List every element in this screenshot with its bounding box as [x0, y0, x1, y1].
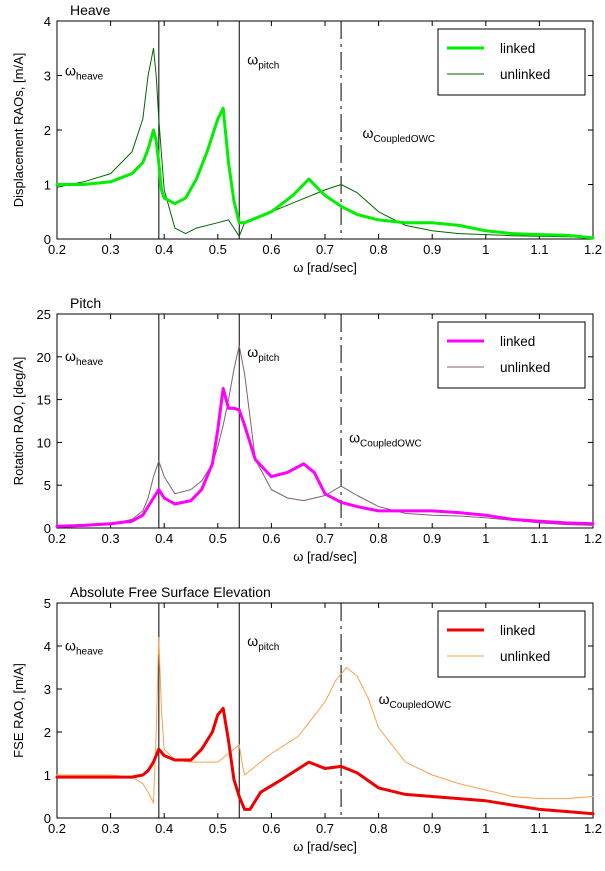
- y-tick-label: 0: [44, 811, 51, 826]
- y-tick-label: 25: [37, 307, 51, 322]
- chart-panel-1: 0.2 0.3 0.4 0.5 0.6 0.7 0.8 0.9 1 1.1 1.2 0 1 2 3 4 Heav…: [11, 2, 602, 275]
- x-tick-label: 1.2: [584, 242, 602, 257]
- x-tick-label: 0.4: [155, 821, 173, 836]
- x-tick-label: 0.2: [48, 821, 66, 836]
- legend-label-linked: linked: [500, 623, 535, 638]
- y-tick-label: 0: [44, 232, 51, 247]
- x-tick-label: 1.1: [530, 821, 548, 836]
- legend: linked unlinked: [437, 28, 586, 96]
- x-tick-label: 0.4: [155, 242, 173, 257]
- legend-box: [437, 321, 586, 389]
- x-axis-label: ω [rad/sec]: [293, 839, 357, 854]
- y-tick-label: 0: [44, 521, 51, 536]
- chart-panel-3: 0.2 0.3 0.4 0.5 0.6 0.7 0.8 0.9 1 1.1 1.2 0 1 2 3 4 5 Abs…: [11, 584, 602, 854]
- y-axis-label: Rotation RAO, [deg/A]: [11, 357, 26, 486]
- x-tick-label: 0.3: [102, 531, 120, 546]
- legend-label-linked: linked: [500, 41, 535, 56]
- x-tick-label: 0.2: [48, 242, 66, 257]
- omega-annotation: ωCoupledOWC: [349, 429, 422, 449]
- x-tick-label: 0.7: [316, 242, 334, 257]
- y-tick-label: 3: [44, 682, 51, 697]
- x-tick-label: 0.5: [209, 821, 227, 836]
- series-line-linked: [55, 387, 595, 528]
- x-tick-label: 1: [482, 242, 489, 257]
- y-tick-label: 4: [44, 14, 51, 29]
- legend: linked unlinked: [437, 610, 586, 678]
- chart-title: Pitch: [70, 295, 101, 311]
- x-tick-label: 0.4: [155, 531, 173, 546]
- omega-annotation: ωCoupledOWC: [363, 125, 436, 145]
- legend-box: [437, 28, 586, 96]
- y-tick-label: 2: [44, 123, 51, 138]
- x-tick-label: 0.3: [102, 821, 120, 836]
- legend-label-unlinked: unlinked: [500, 67, 550, 82]
- x-tick-label: 1: [482, 821, 489, 836]
- x-tick-label: 0.3: [102, 242, 120, 257]
- legend-label-unlinked: unlinked: [500, 360, 550, 375]
- y-tick-label: 4: [44, 639, 51, 654]
- legend-label-unlinked: unlinked: [500, 649, 550, 664]
- y-tick-label: 20: [37, 350, 51, 365]
- x-tick-label: 0.9: [423, 242, 441, 257]
- x-tick-label: 0.9: [423, 531, 441, 546]
- x-tick-label: 0.6: [262, 531, 280, 546]
- series-line-unlinked: [56, 636, 594, 804]
- series-line-unlinked: [56, 345, 594, 528]
- omega-annotation: ωCoupledOWC: [379, 691, 452, 711]
- x-axis-label: ω [rad/sec]: [293, 260, 357, 275]
- y-tick-label: 3: [44, 69, 51, 84]
- series-line-linked: [55, 706, 595, 816]
- x-tick-label: 0.7: [316, 821, 334, 836]
- chart-panel-2: 0.2 0.3 0.4 0.5 0.6 0.7 0.8 0.9 1 1.1 1.2 0 5 10 15 20 2…: [11, 295, 602, 564]
- chart-title: Absolute Free Surface Elevation: [70, 584, 271, 600]
- legend-label-linked: linked: [500, 334, 535, 349]
- y-tick-label: 1: [44, 768, 51, 783]
- omega-annotation: ωheave: [65, 63, 104, 83]
- y-axis-label: Displacement RAOs, [m/A]: [11, 53, 26, 208]
- x-tick-label: 0.6: [262, 821, 280, 836]
- x-tick-label: 0.7: [316, 531, 334, 546]
- y-tick-label: 1: [44, 178, 51, 193]
- omega-annotation: ωheave: [65, 637, 104, 657]
- x-tick-label: 1.1: [530, 531, 548, 546]
- x-tick-label: 0.5: [209, 242, 227, 257]
- x-tick-label: 0.9: [423, 821, 441, 836]
- x-tick-label: 0.5: [209, 531, 227, 546]
- series-line-unlinked: [56, 47, 594, 238]
- y-axis-label: FSE RAO, [m/A]: [11, 663, 26, 758]
- x-axis-label: ω [rad/sec]: [293, 549, 357, 564]
- x-tick-label: 0.8: [370, 821, 388, 836]
- y-tick-label: 2: [44, 725, 51, 740]
- y-tick-label: 15: [37, 393, 51, 408]
- y-tick-label: 5: [44, 596, 51, 611]
- y-tick-label: 10: [37, 435, 51, 450]
- series-line-linked: [55, 106, 595, 240]
- omega-annotation: ωheave: [65, 348, 104, 368]
- x-tick-label: 0.6: [262, 242, 280, 257]
- omega-annotation: ωpitch: [247, 344, 279, 364]
- x-tick-label: 1.1: [530, 242, 548, 257]
- x-tick-label: 0.8: [370, 531, 388, 546]
- omega-annotation: ωpitch: [247, 633, 279, 653]
- legend: linked unlinked: [437, 321, 586, 389]
- x-tick-label: 0.8: [370, 242, 388, 257]
- x-tick-label: 1: [482, 531, 489, 546]
- x-tick-label: 1.2: [584, 821, 602, 836]
- x-tick-label: 0.2: [48, 531, 66, 546]
- y-tick-label: 5: [44, 478, 51, 493]
- omega-annotation: ωpitch: [247, 52, 279, 72]
- chart-title: Heave: [70, 2, 111, 18]
- x-tick-label: 1.2: [584, 531, 602, 546]
- legend-box: [437, 610, 586, 678]
